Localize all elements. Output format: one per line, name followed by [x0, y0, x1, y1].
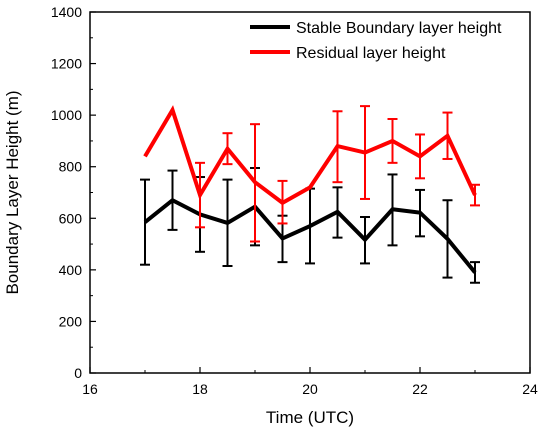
y-tick-label: 200	[59, 313, 83, 329]
x-tick-label: 20	[302, 381, 318, 397]
legend: Stable Boundary layer height Residual la…	[250, 20, 502, 62]
plot-marks	[140, 105, 480, 284]
y-tick-label: 1400	[51, 4, 82, 20]
legend-label-residual: Residual layer height	[296, 45, 446, 62]
y-axis-label: Boundary Layer Height (m)	[3, 90, 22, 294]
x-tick-label: 18	[192, 381, 208, 397]
y-tick-label: 800	[59, 159, 83, 175]
x-axis-label: Time (UTC)	[266, 408, 354, 427]
y-tick-label: 1200	[51, 56, 82, 72]
y-tick-label: 400	[59, 262, 83, 278]
y-tick-label: 600	[59, 210, 83, 226]
axes: 16 18 20 22 24 0 200 400 600 800 1000 1200 1400	[51, 4, 538, 397]
y-tick-label: 0	[74, 365, 82, 381]
legend-label-stable: Stable Boundary layer height	[296, 20, 502, 37]
y-tick-label: 1000	[51, 107, 82, 123]
x-tick-label: 24	[522, 381, 538, 397]
x-tick-label: 22	[412, 381, 428, 397]
x-tick-label: 16	[82, 381, 98, 397]
series-line	[143, 105, 477, 206]
series-1	[143, 105, 480, 243]
